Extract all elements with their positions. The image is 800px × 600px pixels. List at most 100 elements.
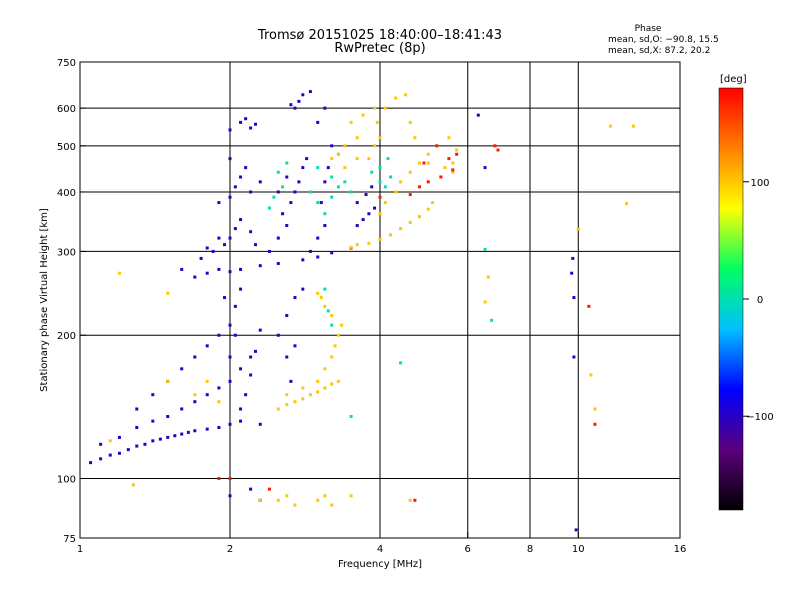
data-point	[117, 435, 121, 439]
x-tick-label: 4	[377, 544, 383, 555]
data-point	[571, 256, 575, 260]
info-title: Phase	[635, 24, 662, 34]
data-point	[199, 256, 203, 260]
data-point	[308, 393, 312, 397]
data-point	[99, 442, 103, 446]
data-point	[355, 243, 359, 247]
data-point	[323, 367, 327, 371]
data-point	[389, 175, 393, 179]
data-point	[319, 201, 323, 205]
data-point	[293, 503, 297, 507]
data-point	[316, 120, 320, 124]
data-point	[126, 448, 130, 452]
data-point	[330, 157, 334, 161]
data-point	[228, 195, 232, 199]
data-point	[413, 498, 417, 502]
data-point	[408, 170, 412, 174]
data-point	[378, 180, 382, 184]
data-point	[572, 296, 576, 300]
data-point	[422, 161, 426, 165]
data-point	[117, 451, 121, 455]
data-point	[193, 275, 197, 279]
data-point	[193, 355, 197, 359]
data-point	[228, 494, 232, 498]
data-point	[239, 419, 243, 423]
data-point	[370, 170, 374, 174]
data-point	[316, 201, 320, 205]
y-tick-label: 500	[57, 142, 76, 153]
data-point	[443, 166, 447, 170]
data-point	[276, 333, 280, 337]
data-point	[355, 136, 359, 140]
colorbar-ticks: 100 0 −100	[743, 178, 774, 423]
data-point	[293, 106, 297, 110]
data-point	[267, 487, 271, 491]
data-point	[217, 236, 221, 240]
data-point	[258, 328, 262, 332]
data-point	[330, 251, 334, 255]
data-points	[89, 90, 635, 532]
data-point	[330, 382, 334, 386]
y-tick-label: 200	[57, 331, 76, 342]
data-point	[323, 304, 327, 308]
data-point	[117, 271, 121, 275]
x-tick-label: 8	[527, 544, 533, 555]
data-point	[361, 218, 365, 222]
colorbar-label: [deg]	[720, 74, 747, 85]
data-point	[426, 180, 430, 184]
data-point	[330, 323, 334, 327]
colorbar-tick-label: −100	[746, 412, 773, 423]
data-point	[289, 379, 293, 383]
data-point	[378, 166, 382, 170]
data-point	[330, 175, 334, 179]
data-point	[301, 397, 305, 401]
data-point	[166, 291, 170, 295]
data-point	[228, 270, 232, 274]
data-point	[166, 435, 170, 439]
data-point	[143, 442, 147, 446]
data-point	[493, 144, 497, 148]
data-point	[349, 120, 353, 124]
colorbar-tick-label: 100	[750, 178, 769, 189]
chart-title: Tromsø 20151025 18:40:00–18:41:43	[257, 28, 502, 43]
data-point	[233, 227, 237, 231]
data-point	[330, 144, 334, 148]
data-point	[343, 180, 347, 184]
data-point	[276, 190, 280, 194]
data-point	[239, 287, 243, 291]
data-point	[301, 287, 305, 291]
data-point	[399, 180, 403, 184]
data-point	[349, 414, 353, 418]
data-point	[326, 309, 330, 313]
data-point	[285, 393, 289, 397]
data-point	[217, 425, 221, 429]
grid-lines	[80, 62, 680, 538]
data-point	[267, 249, 271, 253]
data-point	[193, 429, 197, 433]
data-point	[135, 444, 139, 448]
data-point	[301, 93, 305, 97]
data-point	[258, 180, 262, 184]
data-point	[319, 296, 323, 300]
data-point	[486, 275, 490, 279]
data-point	[316, 166, 320, 170]
info-line-x: mean, sd,X: 87.2, 20.2	[608, 46, 710, 56]
data-point	[355, 157, 359, 161]
data-point	[316, 291, 320, 295]
data-point	[330, 314, 334, 318]
data-point	[323, 287, 327, 291]
data-point	[330, 355, 334, 359]
x-tick-label: 6	[465, 544, 471, 555]
data-point	[186, 430, 190, 434]
data-point	[316, 390, 320, 394]
data-point	[367, 241, 371, 245]
data-point	[305, 157, 309, 161]
data-point	[276, 261, 280, 265]
data-point	[631, 124, 635, 128]
data-point	[276, 170, 280, 174]
data-point	[336, 152, 340, 156]
data-point	[435, 144, 439, 148]
data-point	[355, 201, 359, 205]
data-point	[330, 503, 334, 507]
data-point	[276, 407, 280, 411]
